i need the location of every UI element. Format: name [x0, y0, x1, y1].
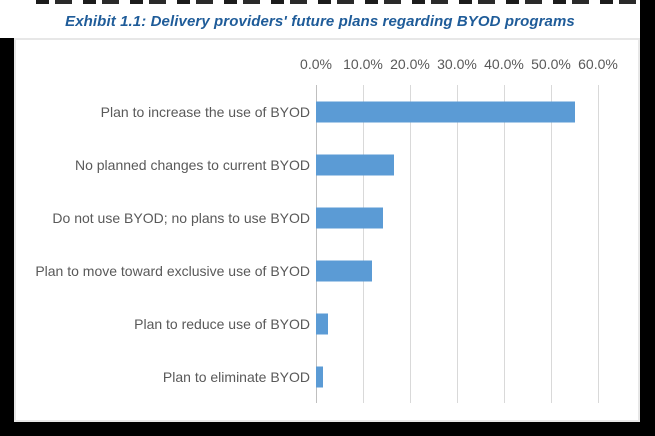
byod-bar-chart: 0.0% 10.0% 20.0% 30.0% 40.0% 50.0% 60.0% Plan t… — [14, 38, 640, 422]
bar-row: Plan to increase the use of BYOD — [16, 85, 638, 138]
category-label: Plan to reduce use of BYOD — [134, 315, 310, 332]
bar-row: Plan to move toward exclusive use of BYO… — [16, 244, 638, 297]
gridline — [363, 85, 364, 403]
bar — [316, 101, 576, 122]
category-label: Do not use BYOD; no plans to use BYOD — [52, 209, 310, 226]
bar — [316, 366, 323, 387]
title-strip: Exhibit 1.1: Delivery providers' future … — [0, 0, 640, 38]
category-label: Plan to move toward exclusive use of BYO… — [35, 262, 310, 279]
x-axis-tick-label: 40.0% — [484, 56, 524, 72]
category-label: Plan to increase the use of BYOD — [100, 103, 310, 120]
x-axis-tick-label: 10.0% — [343, 56, 383, 72]
gridline — [598, 85, 599, 403]
plot-area: 0.0% 10.0% 20.0% 30.0% 40.0% 50.0% 60.0% Plan t… — [16, 40, 638, 420]
bar — [316, 207, 384, 228]
x-axis-tick-label: 20.0% — [390, 56, 430, 72]
bar — [316, 260, 372, 281]
bar-row: Plan to eliminate BYOD — [16, 350, 638, 403]
x-axis-tick-label: 0.0% — [300, 56, 332, 72]
bar — [316, 313, 329, 334]
cropped-text-line — [36, 0, 638, 4]
category-label: Plan to eliminate BYOD — [162, 368, 310, 385]
bar — [316, 154, 395, 175]
bar-row: No planned changes to current BYOD — [16, 138, 638, 191]
gridline — [410, 85, 411, 403]
gridline — [457, 85, 458, 403]
x-axis-tick-label: 60.0% — [578, 56, 618, 72]
x-axis-tick-label: 50.0% — [531, 56, 571, 72]
category-label: No planned changes to current BYOD — [74, 156, 310, 173]
exhibit-title: Exhibit 1.1: Delivery providers' future … — [65, 12, 575, 30]
gridline — [504, 85, 505, 403]
bar-row: Do not use BYOD; no plans to use BYOD — [16, 191, 638, 244]
value-axis-line — [316, 85, 317, 403]
gridline — [551, 85, 552, 403]
x-axis-tick-label: 30.0% — [437, 56, 477, 72]
bar-row: Plan to reduce use of BYOD — [16, 297, 638, 350]
